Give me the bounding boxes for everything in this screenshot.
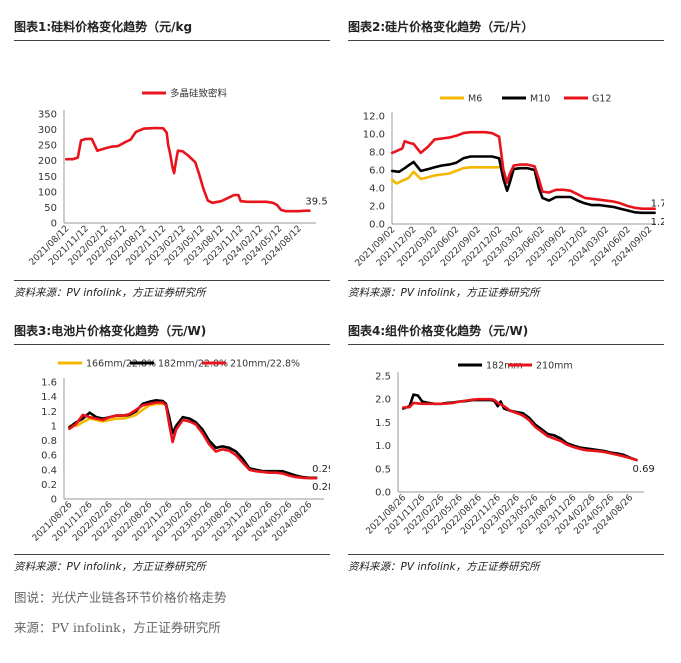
legend-label: 多晶硅致密料: [170, 88, 228, 100]
y-tick-label: 0.2: [41, 480, 57, 491]
y-tick-label: 1.4: [41, 392, 57, 403]
chart-plot: 0.02.04.06.08.010.012.02021/09/022021/12…: [354, 94, 664, 269]
y-tick-label: 6.0: [369, 166, 385, 177]
y-tick-label: 0.0: [369, 220, 385, 231]
y-tick-label: 1.5: [375, 418, 391, 429]
y-tick-label: 4.0: [369, 184, 385, 195]
legend-label: 210mm: [536, 361, 573, 372]
chart-plot: 0.00.51.01.52.02.52021/08/262021/11/2620…: [365, 361, 655, 537]
y-tick-label: 300: [38, 125, 57, 136]
end-value-label: 1.7: [651, 199, 664, 210]
y-tick-label: 100: [38, 187, 57, 198]
series-line-m10: [390, 155, 656, 215]
y-tick-label: 0.0: [375, 488, 391, 499]
source-rule: [348, 554, 664, 555]
y-tick-label: 0.8: [41, 436, 57, 447]
y-tick-label: 0: [51, 495, 57, 506]
y-tick-label: 2.0: [369, 202, 385, 213]
source-rule: [14, 554, 330, 555]
end-value-label: 39.5: [305, 197, 327, 208]
y-tick-label: 350: [38, 110, 57, 121]
series-line-g12: [390, 130, 656, 210]
y-tick-label: 2.0: [375, 395, 391, 406]
chart-source: 资料来源：PV infolink，方正证券研究所: [14, 287, 206, 299]
chart-panel-4: 图表4:组件价格变化趋势（元/W) 0.0 0.5 1.0 1.5 2.0 2.5 2021…: [348, 322, 664, 578]
y-tick-label: 1: [51, 421, 57, 432]
chart-source: 资料来源：PV infolink，方正证券研究所: [348, 287, 540, 299]
y-tick-label: 1.0: [375, 441, 391, 452]
y-tick-label: 150: [38, 172, 57, 183]
series-line-166mm-22-8-: [68, 402, 164, 428]
end-value-label: 0.69: [633, 464, 655, 475]
y-tick-label: 1.2: [41, 407, 57, 418]
series-line-210mm-22-8-: [68, 401, 318, 480]
legend-label: G12: [592, 94, 611, 105]
legend-label: 210mm/22.8%: [230, 359, 300, 370]
legend-label: 166mm/22.8%: [86, 359, 156, 370]
legend-label: M10: [530, 94, 550, 105]
chart-panel-2: 图表2:硅片价格变化趋势（元/片） 0.0 2.0 4.0 6.0 8.0 10.0 12.…: [348, 18, 664, 303]
chart-title: 图表1:硅料价格变化趋势（元/kg: [14, 20, 193, 34]
y-tick-label: 0.5: [375, 464, 391, 475]
y-tick-label: 0.4: [41, 465, 57, 476]
chart-title: 图表2:硅片价格变化趋势（元/片）: [348, 20, 534, 34]
series-line-m6: [390, 166, 501, 185]
y-tick-label: 0: [51, 219, 57, 230]
y-tick-label: 10.0: [363, 130, 385, 141]
chart-plot: 00.20.40.60.811.21.41.62021/08/262021/11…: [31, 359, 330, 544]
source-line: 来源：PV infolink，方正证券研究所: [14, 620, 221, 635]
chart-source: 资料来源：PV infolink，方正证券研究所: [14, 561, 206, 573]
y-tick-label: 200: [38, 156, 57, 167]
y-tick-label: 8.0: [369, 148, 385, 159]
title-rule: [348, 344, 664, 345]
chart-panel-1: 图表1:硅料价格变化趋势（元/kg 0 50 100 150 200 250 300 350 2…: [14, 18, 330, 303]
legend-label: 182mm: [486, 361, 523, 372]
chart-panel-3: 图表3:电池片价格变化趋势（元/W) 0 0.2 0.4 0.6 0.8 1 1.2 1.4 1…: [14, 322, 330, 578]
y-tick-label: 250: [38, 141, 57, 152]
y-tick-label: 2.5: [375, 372, 391, 383]
series-line-182mm-22-8-: [68, 399, 318, 480]
title-rule: [14, 344, 330, 345]
series-line--: [65, 126, 311, 213]
title-rule: [14, 40, 330, 41]
end-value-label: 1.25: [651, 217, 664, 228]
y-tick-label: 1.6: [41, 378, 57, 389]
figure-caption: 图说：光伏产业链各环节价格价格走势: [14, 590, 227, 605]
chart-plot: 0501001502002503003502021/08/122021/11/1…: [28, 88, 328, 268]
end-value-label: 0.285: [312, 482, 330, 493]
y-tick-label: 12.0: [363, 112, 385, 123]
y-tick-label: 50: [44, 203, 57, 214]
title-rule: [348, 40, 664, 41]
source-rule: [348, 280, 664, 281]
y-tick-label: 0.6: [41, 451, 57, 462]
series-line-210mm: [401, 397, 638, 462]
legend-label: 182mm/22.8%: [158, 359, 228, 370]
chart-title: 图表4:组件价格变化趋势（元/W): [348, 324, 529, 338]
legend-label: M6: [468, 94, 482, 105]
end-value-label: 0.29: [312, 464, 330, 475]
source-rule: [14, 280, 330, 281]
chart-source: 资料来源：PV infolink，方正证券研究所: [348, 561, 540, 573]
chart-title: 图表3:电池片价格变化趋势（元/W): [14, 324, 207, 338]
